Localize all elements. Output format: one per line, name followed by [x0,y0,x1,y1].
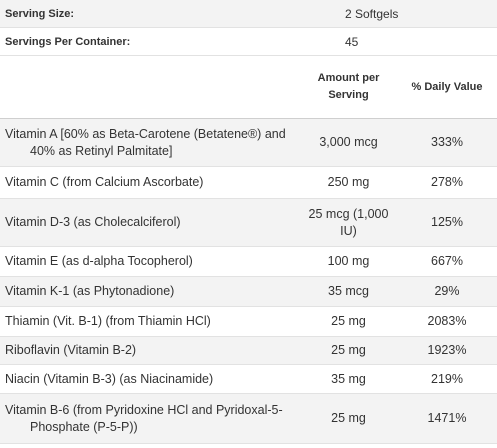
amount: 25 mcg (1,000 IU) [300,198,397,247]
nutrient-name: Thiamin (Vit. B-1) (from Thiamin HCl) [0,306,300,337]
header-blank [0,55,300,119]
nutrient-row: Riboflavin (Vitamin B-2) 25 mg 1923% [0,336,497,365]
nutrient-name: Vitamin A [60% as Beta-Carotene (Betaten… [0,118,300,167]
header-cell: Amount per Serving [300,55,397,119]
daily-value: 125% [397,198,497,247]
nutrient-name: Vitamin E (as d-alpha Tocopherol) [0,246,300,277]
meta-value: 2 Softgels [300,0,497,28]
amount: 25 mg [300,393,397,444]
nutrient-name: Riboflavin (Vitamin B-2) [0,336,300,365]
meta-value: 45 [300,27,497,56]
nutrient-row: Vitamin B-6 (from Pyridoxine HCl and Pyr… [0,393,497,444]
daily-value: 667% [397,246,497,277]
amount: 35 mg [300,364,397,394]
daily-value: 1471% [397,393,497,444]
daily-value: 219% [397,364,497,394]
header-cell: % Daily Value [397,55,497,119]
nutrient-name: Vitamin D-3 (as Cholecalciferol) [0,198,300,247]
nutrient-name: Vitamin C (from Calcium Ascorbate) [0,166,300,199]
daily-value: 29% [397,276,497,307]
nutrient-name: Vitamin B-6 (from Pyridoxine HCl and Pyr… [0,393,300,444]
nutrient-row: Vitamin A [60% as Beta-Carotene (Betaten… [0,118,497,167]
meta-label: Servings Per Container: [0,27,300,56]
nutrient-name: Niacin (Vitamin B-3) (as Niacinamide) [0,364,300,394]
amount: 100 mg [300,246,397,277]
nutrient-name: Vitamin K-1 (as Phytonadione) [0,276,300,307]
nutrient-row: Thiamin (Vit. B-1) (from Thiamin HCl) 25 … [0,306,497,337]
amount: 25 mg [300,336,397,365]
amount: 35 mcg [300,276,397,307]
header-row: Amount per Serving% Daily Value [0,55,497,119]
daily-value: 2083% [397,306,497,337]
nutrient-row: Vitamin K-1 (as Phytonadione) 35 mcg 29% [0,276,497,307]
meta-row: Serving Size: 2 Softgels [0,0,497,28]
nutrient-row: Niacin (Vitamin B-3) (as Niacinamide) 35 … [0,364,497,394]
daily-value: 278% [397,166,497,199]
nutrient-row: Vitamin E (as d-alpha Tocopherol) 100 mg 6… [0,246,497,277]
amount: 250 mg [300,166,397,199]
meta-label: Serving Size: [0,0,300,28]
nutrient-row: Vitamin C (from Calcium Ascorbate) 250 mg… [0,166,497,199]
amount: 25 mg [300,306,397,337]
daily-value: 1923% [397,336,497,365]
amount: 3,000 mcg [300,118,397,167]
meta-row: Servings Per Container: 45 [0,27,497,56]
nutrient-row: Vitamin D-3 (as Cholecalciferol) 25 mcg (… [0,198,497,247]
daily-value: 333% [397,118,497,167]
